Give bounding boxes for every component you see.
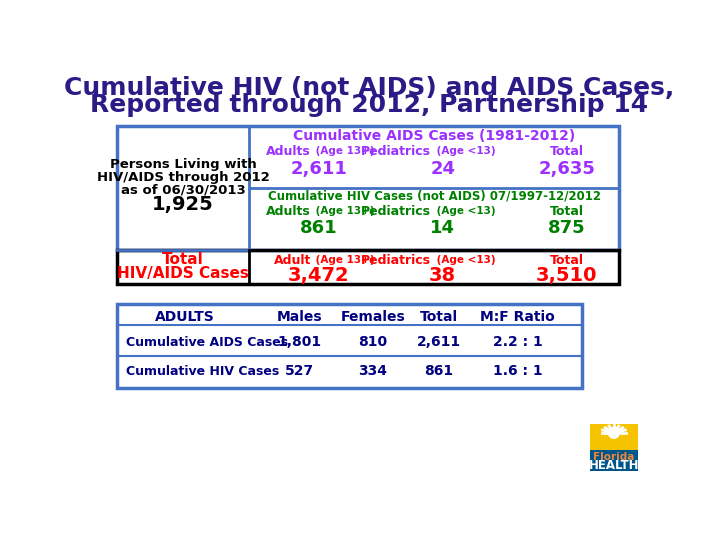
Text: 875: 875 xyxy=(548,219,585,237)
Bar xyxy=(117,303,582,388)
Text: 861: 861 xyxy=(300,219,338,237)
Text: 1.6 : 1: 1.6 : 1 xyxy=(493,364,543,378)
Text: (Age 13+): (Age 13+) xyxy=(312,206,375,216)
Text: Persons Living with: Persons Living with xyxy=(109,158,256,171)
Text: (Age 13+): (Age 13+) xyxy=(312,255,375,265)
Text: Females: Females xyxy=(341,309,405,323)
Text: Reported through 2012, Partnership 14: Reported through 2012, Partnership 14 xyxy=(90,93,648,117)
Text: Adults: Adults xyxy=(266,145,311,158)
Text: Cumulative AIDS Cases (1981-2012): Cumulative AIDS Cases (1981-2012) xyxy=(293,129,575,143)
Text: Cumulative HIV Cases (not AIDS) 07/1997-12/2012: Cumulative HIV Cases (not AIDS) 07/1997-… xyxy=(268,189,600,202)
Text: 24: 24 xyxy=(430,160,455,178)
Text: Males: Males xyxy=(276,309,322,323)
Text: Cumulative HIV (not AIDS) and AIDS Cases,: Cumulative HIV (not AIDS) and AIDS Cases… xyxy=(64,76,674,100)
Text: Pediatrics: Pediatrics xyxy=(361,145,431,158)
Text: 527: 527 xyxy=(284,364,314,378)
Text: 14: 14 xyxy=(430,219,455,237)
Text: HIV/AIDS Cases: HIV/AIDS Cases xyxy=(117,266,249,281)
Text: (Age <13): (Age <13) xyxy=(433,255,495,265)
Text: Total: Total xyxy=(549,145,584,158)
Text: 2,611: 2,611 xyxy=(417,335,461,349)
Text: Pediatrics: Pediatrics xyxy=(361,205,431,218)
Text: Pediatrics: Pediatrics xyxy=(361,254,431,267)
Text: 3,510: 3,510 xyxy=(536,266,598,285)
Text: HEALTH: HEALTH xyxy=(589,458,639,472)
Text: Total: Total xyxy=(420,309,458,323)
Text: 334: 334 xyxy=(359,364,387,378)
Text: ADULTS: ADULTS xyxy=(155,309,215,323)
Text: Adults: Adults xyxy=(266,205,311,218)
Text: Florida: Florida xyxy=(593,452,634,462)
Bar xyxy=(590,423,638,450)
Text: M:F Ratio: M:F Ratio xyxy=(480,309,555,323)
Text: 2,611: 2,611 xyxy=(290,160,347,178)
Text: (Age <13): (Age <13) xyxy=(433,206,495,216)
Text: Cumulative AIDS Cases: Cumulative AIDS Cases xyxy=(127,335,289,348)
Text: 2.2 : 1: 2.2 : 1 xyxy=(493,335,543,349)
Text: HIV/AIDS through 2012: HIV/AIDS through 2012 xyxy=(96,171,269,184)
Text: Cumulative HIV Cases: Cumulative HIV Cases xyxy=(127,364,279,378)
Text: Adult: Adult xyxy=(274,254,311,267)
Text: 2,635: 2,635 xyxy=(538,160,595,178)
Text: 1,801: 1,801 xyxy=(277,335,321,349)
Text: 861: 861 xyxy=(424,364,454,378)
Text: Total: Total xyxy=(549,254,584,267)
Text: 1,925: 1,925 xyxy=(152,195,214,214)
Text: (Age <13): (Age <13) xyxy=(433,146,495,156)
Bar xyxy=(117,249,619,284)
Text: 810: 810 xyxy=(359,335,387,349)
Bar xyxy=(117,126,619,249)
Text: as of 06/30/2013: as of 06/30/2013 xyxy=(121,183,246,196)
Text: (Age 13+): (Age 13+) xyxy=(312,146,375,156)
Text: Total: Total xyxy=(162,252,204,267)
Bar xyxy=(590,450,638,471)
Text: 38: 38 xyxy=(429,266,456,285)
Circle shape xyxy=(608,428,619,438)
Text: Total: Total xyxy=(549,205,584,218)
Text: 3,472: 3,472 xyxy=(288,266,349,285)
